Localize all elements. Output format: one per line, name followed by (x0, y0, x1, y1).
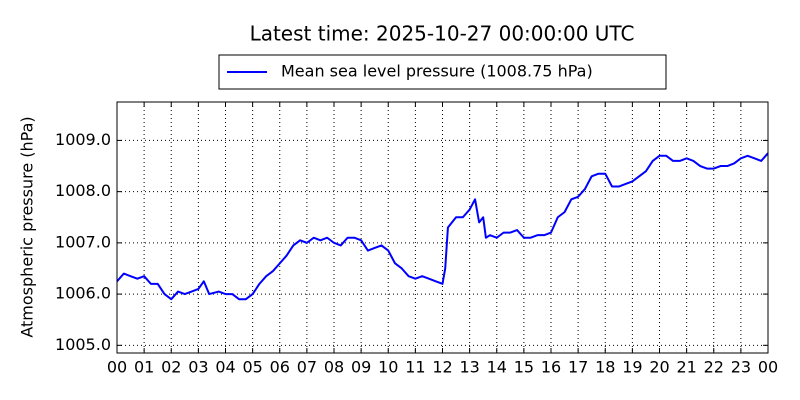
x-tick-label: 18 (595, 358, 615, 377)
x-tick-label: 04 (215, 358, 235, 377)
x-tick-label: 19 (622, 358, 642, 377)
x-tick-label: 08 (324, 358, 344, 377)
x-tick-label: 00 (107, 358, 127, 377)
x-tick-label: 22 (704, 358, 724, 377)
y-tick-label: 1005.0 (55, 335, 111, 354)
x-tick-label: 21 (676, 358, 696, 377)
x-tick-label: 11 (405, 358, 425, 377)
chart-title: Latest time: 2025-10-27 00:00:00 UTC (250, 22, 635, 46)
y-tick-label: 1009.0 (55, 130, 111, 149)
y-axis-label: Atmospheric pressure (hPa) (18, 116, 37, 337)
legend-label: Mean sea level pressure (1008.75 hPa) (281, 62, 593, 81)
x-tick-label: 10 (378, 358, 398, 377)
plot-frame (116, 101, 769, 354)
y-tick-label: 1006.0 (55, 284, 111, 303)
x-tick-label: 15 (514, 358, 534, 377)
x-tick-label: 07 (297, 358, 317, 377)
x-tick-label: 01 (134, 358, 154, 377)
x-tick-label: 06 (270, 358, 290, 377)
x-tick-label: 13 (459, 358, 479, 377)
x-tick-label: 23 (731, 358, 751, 377)
y-tick-label: 1008.0 (55, 181, 111, 200)
y-tick-label: 1007.0 (55, 232, 111, 251)
x-tick-label: 20 (649, 358, 669, 377)
legend-box (218, 54, 667, 90)
x-tick-label: 12 (432, 358, 452, 377)
x-tick-label: 02 (161, 358, 181, 377)
x-tick-label: 17 (568, 358, 588, 377)
x-tick-label: 00 (758, 358, 778, 377)
x-tick-label: 14 (487, 358, 507, 377)
x-tick-label: 05 (242, 358, 262, 377)
x-tick-label: 03 (188, 358, 208, 377)
x-tick-label: 09 (351, 358, 371, 377)
data-line (116, 152, 769, 301)
x-tick-label: 16 (541, 358, 561, 377)
